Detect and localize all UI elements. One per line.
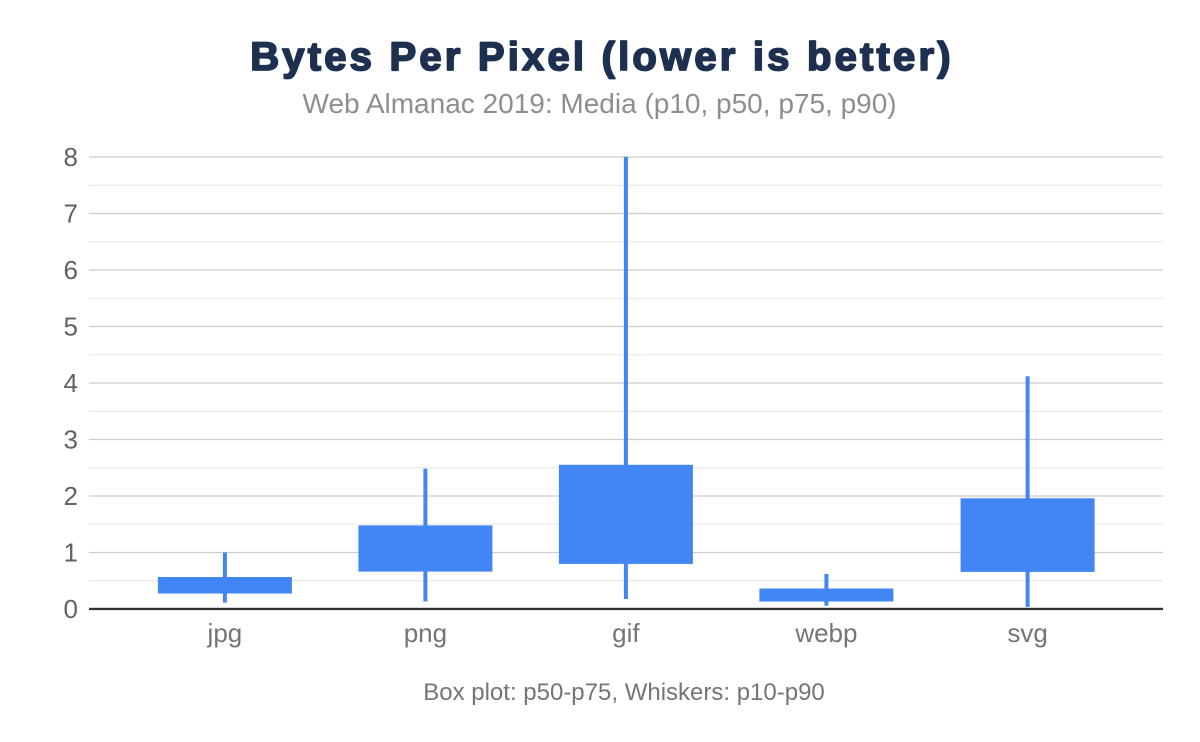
svg-text:svg: svg [1007, 618, 1047, 648]
svg-text:Web Almanac 2019: Media (p10,: Web Almanac 2019: Media (p10, p50, p75, … [303, 88, 897, 119]
svg-text:2: 2 [64, 481, 78, 511]
svg-text:jpg: jpg [207, 618, 243, 648]
svg-text:6: 6 [64, 255, 78, 285]
svg-text:1: 1 [64, 538, 78, 568]
svg-text:0: 0 [64, 594, 78, 624]
svg-text:gif: gif [612, 618, 640, 648]
svg-text:7: 7 [64, 199, 78, 229]
svg-text:png: png [404, 618, 447, 648]
svg-text:5: 5 [64, 312, 78, 342]
svg-text:8: 8 [64, 142, 78, 172]
svg-text:Bytes Per Pixel (lower is bett: Bytes Per Pixel (lower is better) [250, 35, 954, 79]
svg-text:Box plot: p50-p75, Whiskers: p: Box plot: p50-p75, Whiskers: p10-p90 [423, 679, 825, 706]
svg-text:3: 3 [64, 425, 78, 455]
svg-text:4: 4 [64, 368, 78, 398]
svg-text:webp: webp [794, 618, 857, 648]
